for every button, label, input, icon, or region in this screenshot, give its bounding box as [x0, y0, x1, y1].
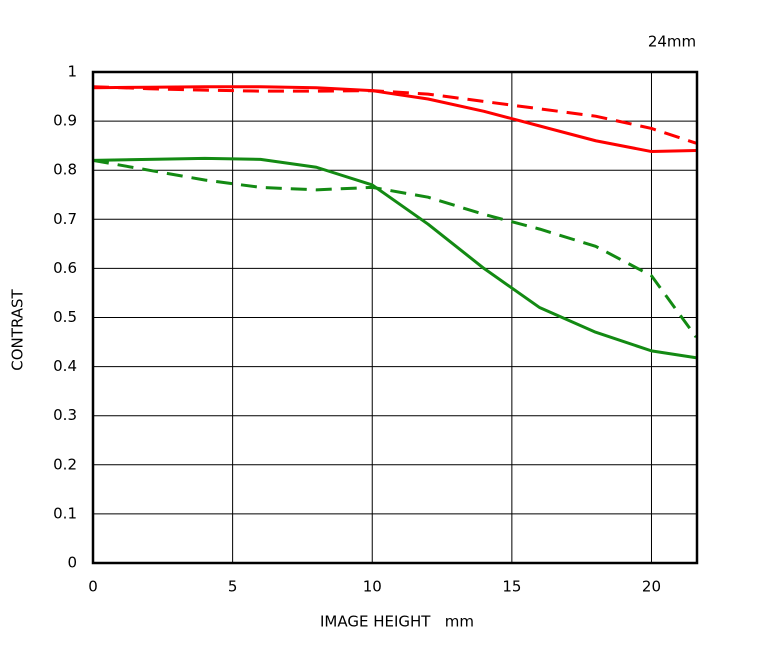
y-tick-label: 0.7 — [53, 210, 77, 228]
y-tick-label: 0.8 — [53, 161, 77, 179]
x-tick-label: 0 — [88, 578, 98, 596]
y-tick-label: 0.3 — [53, 406, 77, 424]
y-tick-label: 0 — [67, 554, 77, 572]
y-tick-label: 0.6 — [53, 259, 77, 277]
y-tick-label: 0.1 — [53, 504, 77, 522]
y-tick-label: 1 — [67, 63, 77, 81]
series-line — [92, 85, 697, 154]
y-tick-label: 0.9 — [53, 112, 77, 130]
x-axis-label: IMAGE HEIGHT mm — [320, 613, 474, 631]
x-tick-label: 20 — [642, 578, 661, 596]
series-line — [92, 158, 698, 339]
y-axis-label: CONTRAST — [9, 288, 27, 370]
plot-frame — [91, 70, 699, 565]
series-line — [92, 85, 697, 145]
y-tick-label: 0.5 — [53, 308, 77, 326]
series-line — [92, 156, 697, 360]
x-tick-label: 15 — [502, 578, 521, 596]
y-tick-label: 0.2 — [53, 455, 77, 473]
x-tick-label: 5 — [228, 578, 238, 596]
x-tick-label: 10 — [363, 578, 382, 596]
annotation: 24mm — [648, 33, 696, 51]
y-tick-label: 0.4 — [53, 357, 77, 375]
